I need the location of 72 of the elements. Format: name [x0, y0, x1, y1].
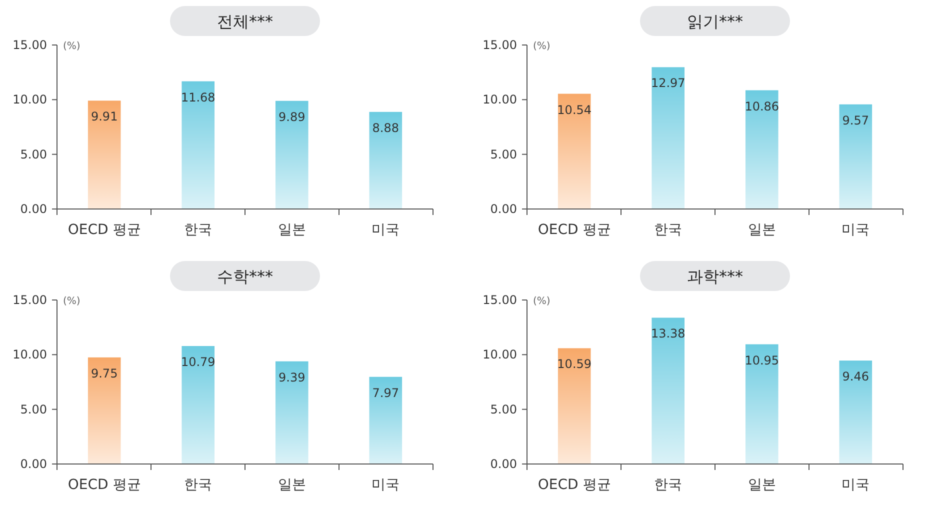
y-tick-label: 0.00 [490, 457, 517, 471]
bar [275, 100, 308, 209]
y-tick-label: 10.00 [482, 92, 517, 107]
y-tick-label: 5.00 [20, 402, 47, 416]
y-tick-label: 15.00 [12, 38, 47, 52]
bar [745, 344, 778, 464]
data-label: 10.95 [744, 353, 780, 368]
data-label: 10.86 [744, 99, 780, 114]
bar [745, 90, 778, 209]
bar [182, 346, 215, 464]
y-axis-title: (%) [533, 296, 550, 307]
x-tick-label: 한국 [654, 477, 682, 493]
y-tick-label: 15.00 [12, 293, 47, 307]
y-tick-label: 10.00 [12, 92, 47, 107]
bar [88, 100, 121, 209]
data-label: 10.79 [180, 355, 216, 370]
y-tick-label: 5.00 [490, 147, 517, 162]
x-tick-label: OECD 평균 [538, 222, 611, 238]
x-tick-label: 미국 [372, 477, 400, 493]
bar [839, 360, 872, 464]
y-axis-title: (%) [533, 41, 550, 52]
data-label: 9.91 [90, 110, 118, 124]
bar [369, 112, 402, 209]
data-label: 9.75 [90, 366, 118, 380]
x-tick-label: OECD 평균 [538, 477, 611, 493]
y-tick-label: 5.00 [490, 402, 517, 416]
bar [369, 376, 402, 464]
bar [558, 94, 591, 209]
data-label: 8.88 [372, 120, 400, 135]
data-label: 9.39 [278, 370, 306, 384]
y-tick-label: 0.00 [490, 202, 517, 216]
x-tick-label: OECD 평균 [68, 222, 141, 238]
x-tick-label: 일본 [278, 222, 306, 238]
bar [182, 81, 215, 209]
x-tick-label: 일본 [748, 477, 776, 493]
y-axis-title: (%) [63, 296, 80, 307]
data-label: 7.97 [372, 386, 400, 400]
y-tick-label: 0.00 [20, 457, 47, 471]
y-axis-title: (%) [63, 41, 80, 52]
y-tick-label: 10.00 [12, 348, 47, 362]
x-tick-label: 한국 [184, 222, 212, 238]
chart-title: 과학*** [687, 267, 743, 286]
bar [558, 348, 591, 464]
data-label: 13.38 [650, 326, 686, 341]
x-tick-label: 미국 [842, 222, 870, 238]
x-tick-label: 한국 [184, 477, 212, 493]
data-label: 9.46 [842, 370, 870, 384]
bar [839, 104, 872, 209]
y-tick-label: 15.00 [482, 38, 517, 52]
data-label: 10.54 [557, 102, 592, 117]
chart-title: 전체*** [217, 12, 273, 31]
y-tick-label: 5.00 [20, 147, 47, 162]
x-tick-label: 한국 [654, 222, 682, 238]
data-label: 10.59 [557, 357, 592, 372]
x-tick-label: OECD 평균 [68, 477, 141, 493]
x-tick-label: 일본 [748, 222, 776, 238]
y-tick-label: 15.00 [482, 293, 517, 307]
y-tick-label: 0.00 [20, 202, 47, 216]
data-label: 9.57 [842, 113, 870, 128]
data-label: 11.68 [180, 90, 216, 104]
x-tick-label: 미국 [842, 477, 870, 493]
bar [652, 67, 685, 209]
x-tick-label: 미국 [372, 222, 400, 238]
chart-title: 수학*** [217, 267, 273, 286]
bar [88, 357, 121, 464]
data-label: 9.89 [278, 110, 306, 124]
bar [275, 361, 308, 464]
data-label: 12.97 [650, 76, 686, 90]
y-tick-label: 10.00 [482, 348, 517, 362]
chart-title: 읽기*** [687, 12, 743, 31]
x-tick-label: 일본 [278, 477, 306, 493]
bar [652, 318, 685, 464]
